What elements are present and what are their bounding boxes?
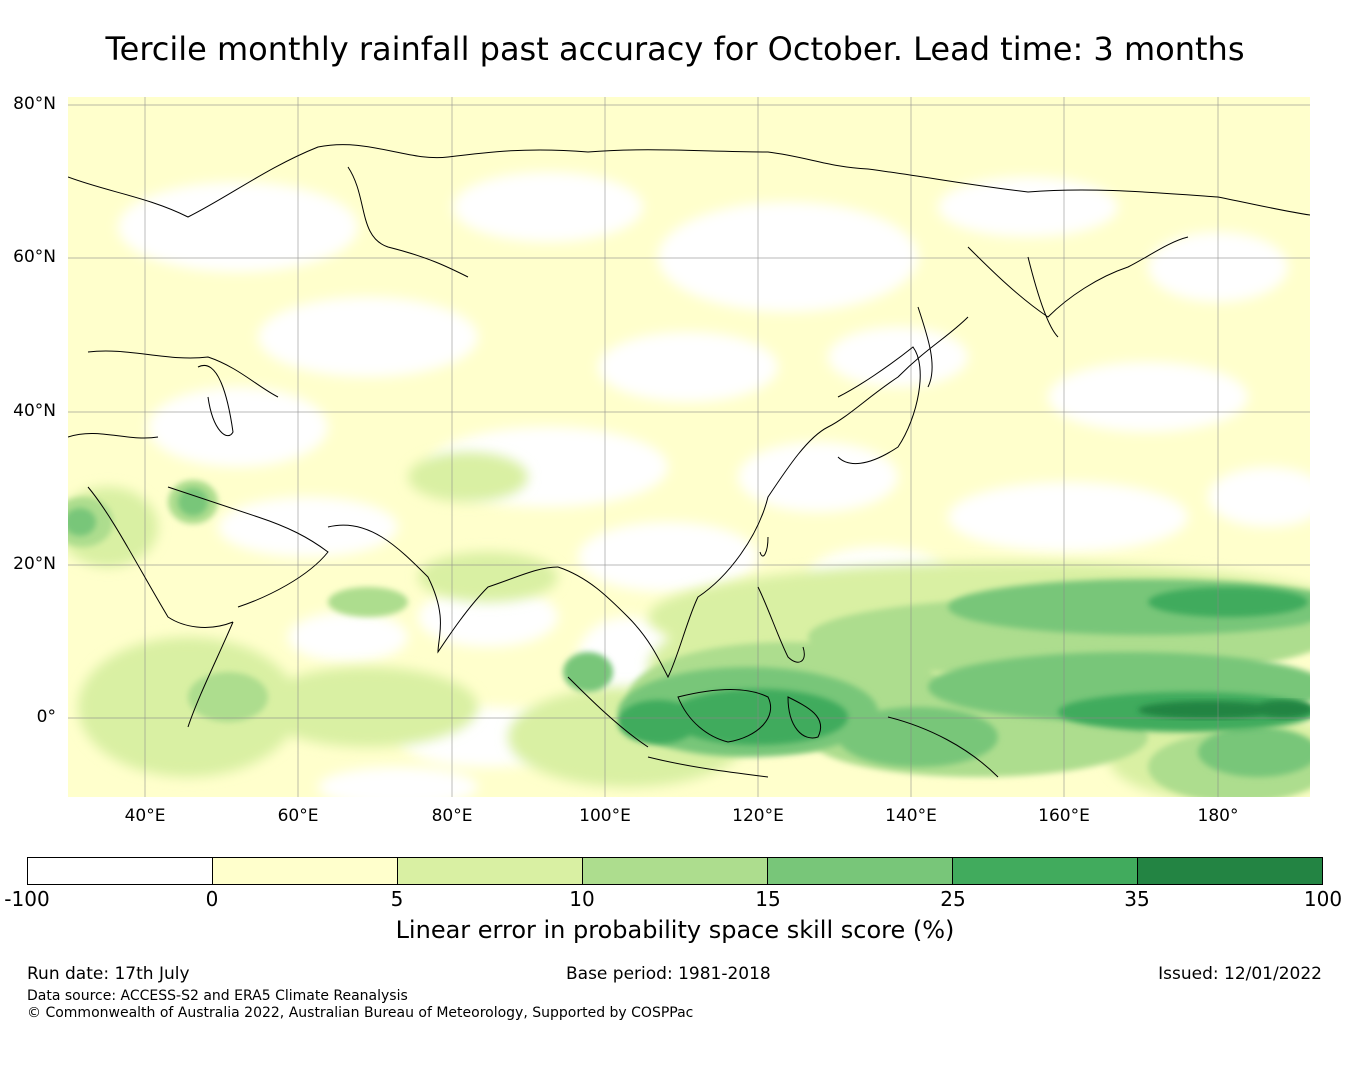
map-canvas [68,97,1310,797]
lat-label-80n: 80°N [13,94,56,114]
colorbar [27,857,1323,885]
data-source: Data source: ACCESS-S2 and ERA5 Climate … [27,988,408,1004]
skill-score-map [68,97,1310,797]
colorbar-tick: 25 [940,887,966,911]
colorbar-tick: 100 [1303,887,1343,911]
colorbar-tick: -100 [4,887,50,911]
lon-label-160e: 160°E [1038,806,1090,826]
lat-label-60n: 60°N [13,247,56,267]
lat-label-40n: 40°N [13,401,56,421]
lon-label-40e: 40°E [124,806,166,826]
copyright: © Commonwealth of Australia 2022, Austra… [27,1005,694,1021]
colorbar-segment-4 [768,858,953,884]
base-period: Base period: 1981-2018 [566,964,771,984]
colorbar-tick: 35 [1124,887,1150,911]
lat-label-20n: 20°N [13,554,56,574]
graticule [68,97,1310,797]
colorbar-segment-2 [398,858,583,884]
colorbar-segment-0 [28,858,213,884]
colorbar-tick: 0 [205,887,219,911]
colorbar-tick: 10 [569,887,595,911]
lat-label-0: 0° [36,707,56,727]
colorbar-tick: 15 [755,887,781,911]
issued-date: Issued: 12/01/2022 [1158,964,1322,984]
colorbar-segment-6 [1138,858,1322,884]
lon-label-80e: 80°E [431,806,473,826]
run-date: Run date: 17th July [27,964,190,984]
colorbar-segment-1 [213,858,398,884]
colorbar-segment-5 [953,858,1138,884]
colorbar-segment-3 [583,858,768,884]
lon-label-100e: 100°E [579,806,631,826]
colorbar-label: Linear error in probability space skill … [395,916,955,944]
coastlines [68,144,1310,778]
lon-label-140e: 140°E [885,806,937,826]
lon-label-60e: 60°E [277,806,319,826]
map-title: Tercile monthly rainfall past accuracy f… [105,30,1245,68]
lon-label-120e: 120°E [732,806,784,826]
skill-35-100-patches [1138,700,1310,719]
lon-label-180: 180° [1197,806,1239,826]
colorbar-tick: 5 [390,887,404,911]
